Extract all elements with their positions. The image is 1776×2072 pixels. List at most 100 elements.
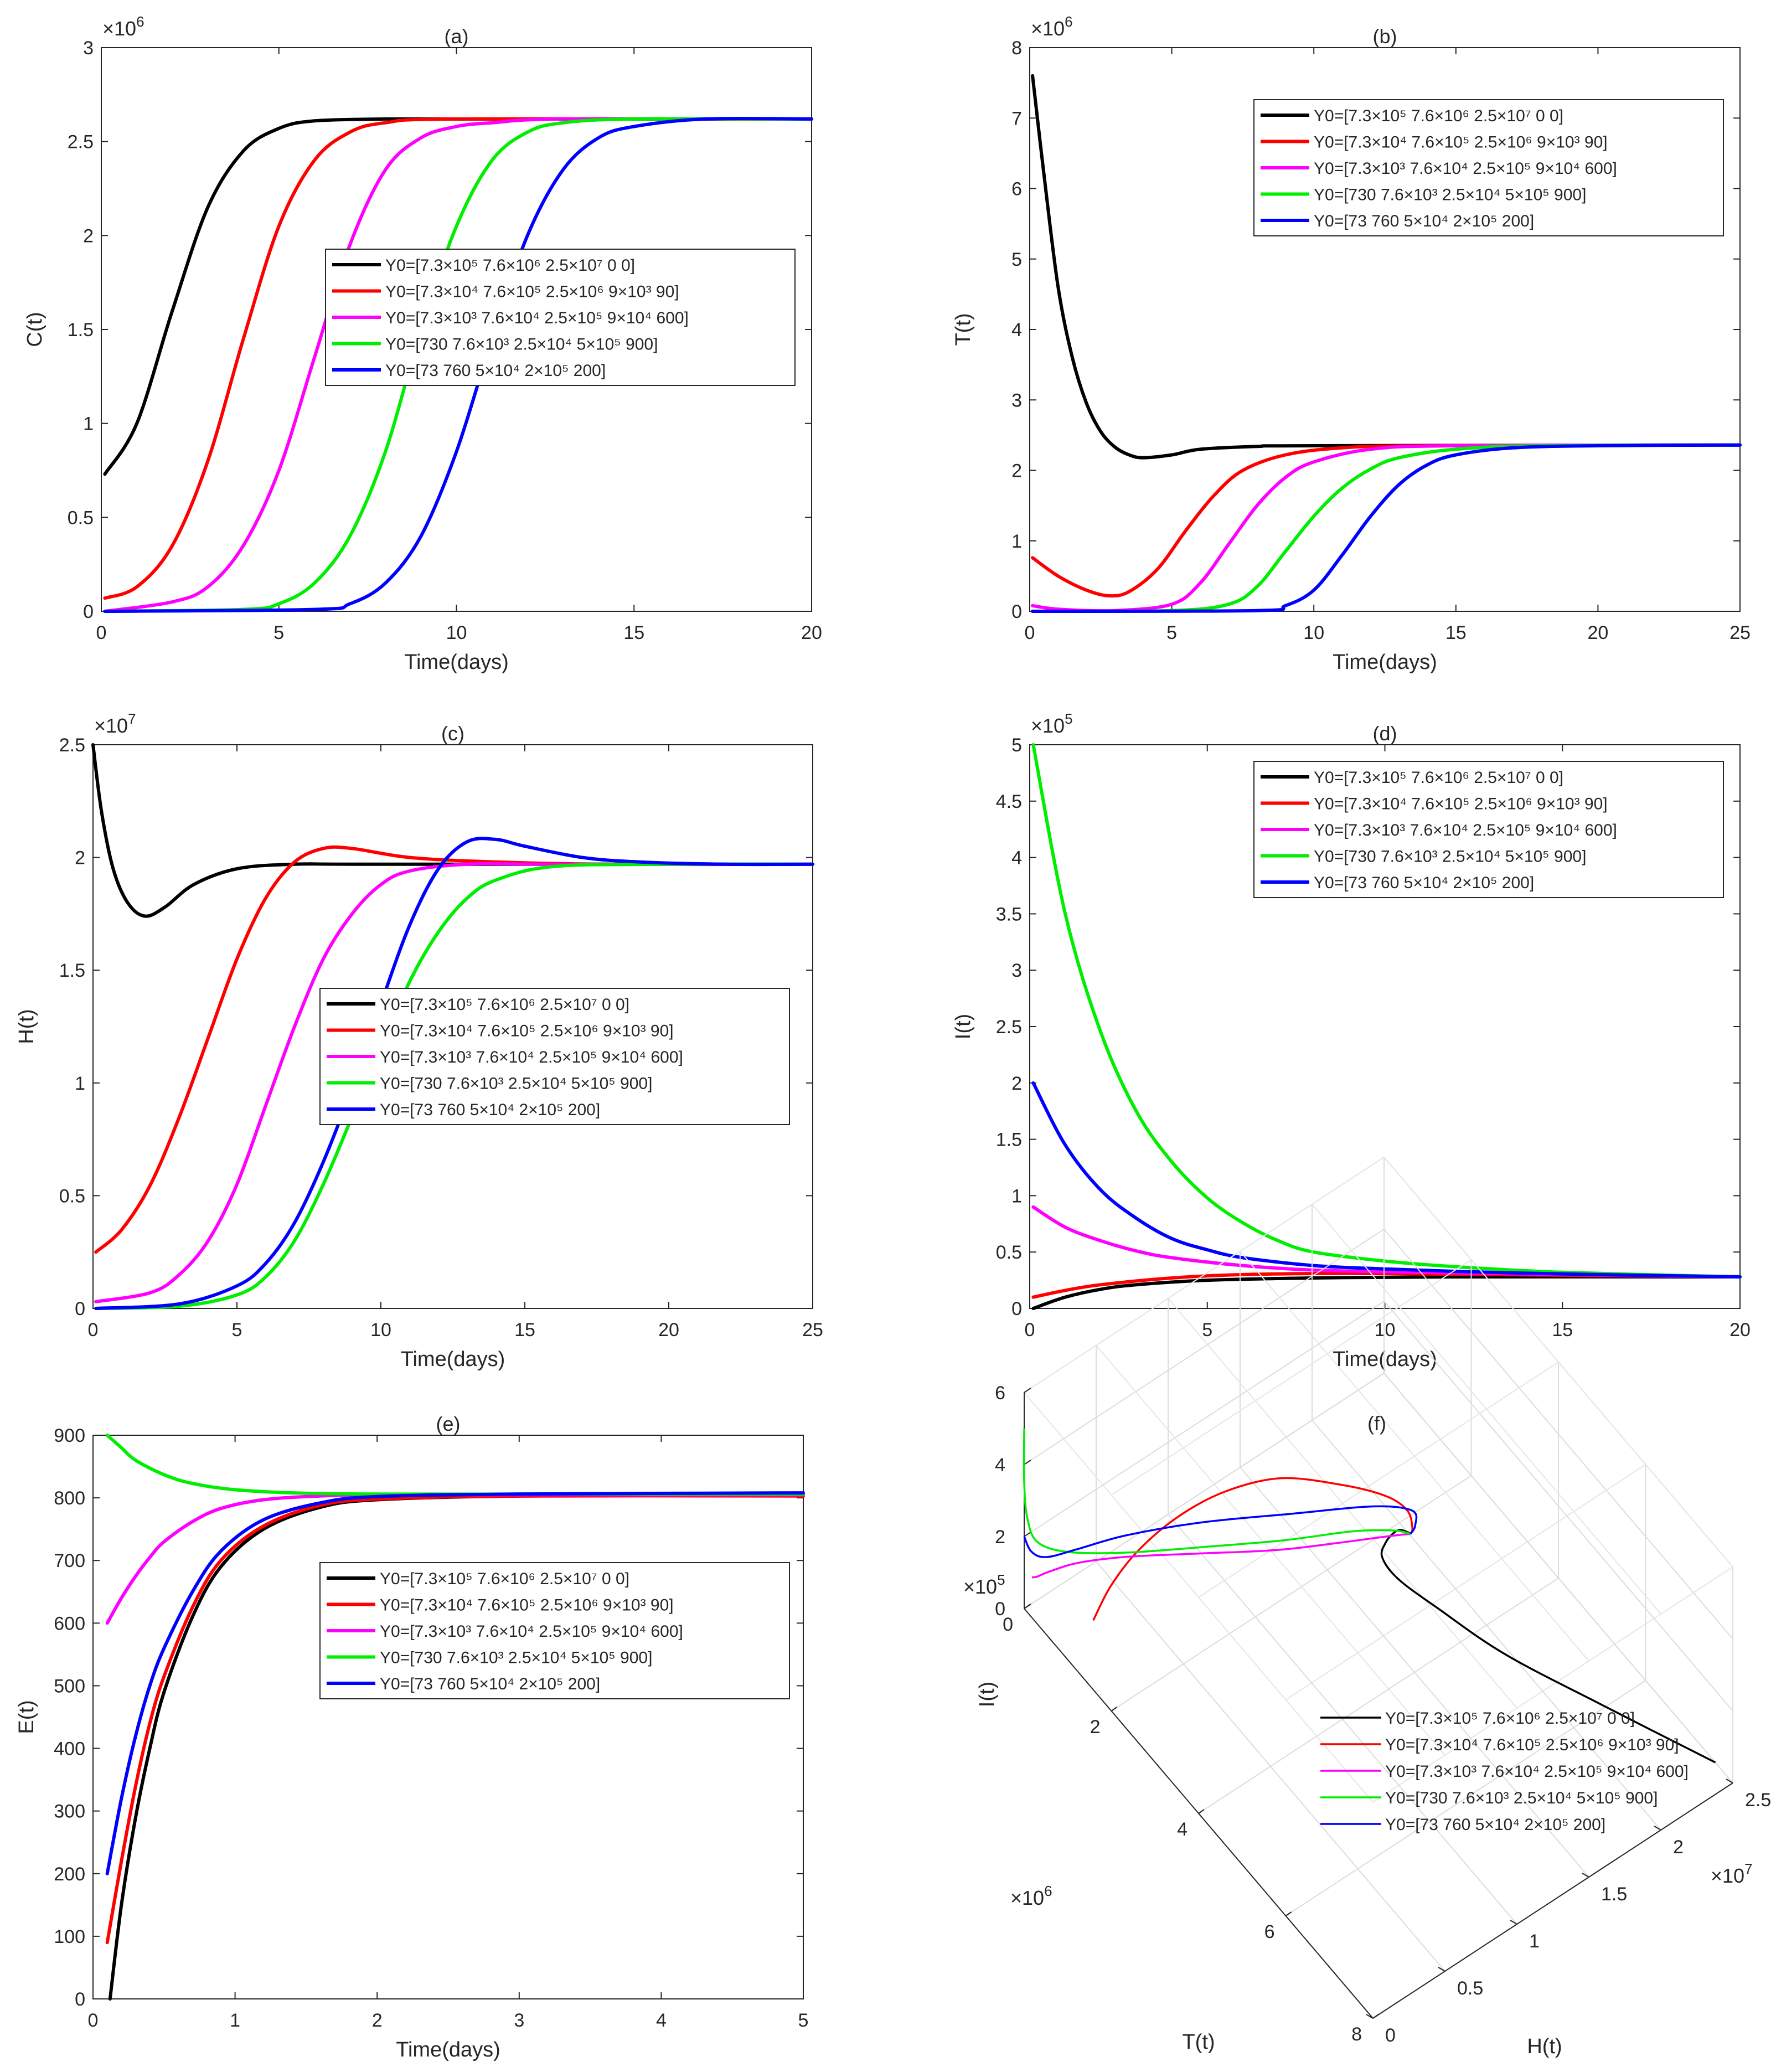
y-tick-label: 800 [54, 1488, 85, 1509]
y-tick-label: 700 [54, 1550, 85, 1571]
x-tick-label: 5 [1166, 622, 1177, 643]
legend: Y0=[7.3×10⁵ 7.6×10⁶ 2.5×10⁷ 0 0] Y0=[7.3×… [1253, 761, 1724, 898]
i-tick-mark [1024, 1532, 1031, 1537]
t-tick-label: 2 [1090, 1717, 1101, 1738]
h-tick-label: 2.5 [1745, 1790, 1771, 1811]
y-exponent-label: ×105 [1031, 710, 1073, 737]
grid-line [1096, 1561, 1445, 1972]
series-line-4 [1031, 743, 1742, 1279]
y-tick-label: 2 [1011, 1073, 1022, 1094]
y-tick-label: 1 [75, 1073, 85, 1094]
legend-label-3: Y0=[7.3×10³ 7.6×10⁴ 2.5×10⁵ 9×10⁴ 600] [1314, 821, 1617, 839]
grid-line [1024, 1156, 1385, 1393]
legend-label-3: Y0=[7.3×10³ 7.6×10⁴ 2.5×10⁵ 9×10⁴ 600] [1314, 159, 1617, 178]
legend: Y0=[7.3×10⁵ 7.6×10⁶ 2.5×10⁷ 0 0] Y0=[7.3×… [325, 249, 796, 386]
y-tick-label: 2.5 [996, 1017, 1022, 1038]
y-tick-label: 0 [1011, 601, 1022, 622]
x-tick-label: 15 [514, 1320, 535, 1341]
legend-label-5: Y0=[73 760 5×10⁴ 2×10⁵ 200] [1314, 874, 1534, 892]
y-axis-label: C(t) [23, 312, 47, 347]
legend-label-1: Y0=[7.3×10⁵ 7.6×10⁶ 2.5×10⁷ 0 0] [1314, 107, 1563, 125]
legend: Y0=[7.3×10⁵ 7.6×10⁶ 2.5×10⁷ 0 0] Y0=[7.3×… [1320, 1709, 1689, 1834]
grid-line [1312, 1420, 1661, 1831]
x-tick-label: 5 [232, 1320, 242, 1341]
legend-label-1: Y0=[7.3×10⁵ 7.6×10⁶ 2.5×10⁷ 0 0] [380, 1570, 629, 1588]
legend-label-5: Y0=[73 760 5×10⁴ 2×10⁵ 200] [1385, 1816, 1605, 1834]
t-tick-label: 0 [1003, 1614, 1013, 1635]
y-axis-label: E(t) [15, 1700, 38, 1734]
chart-title: (f) [1367, 1412, 1386, 1435]
i-tick-label: 2 [995, 1527, 1005, 1548]
legend-label-1: Y0=[7.3×10⁵ 7.6×10⁶ 2.5×10⁷ 0 0] [380, 996, 629, 1014]
y-tick-label: 3.5 [996, 904, 1022, 925]
chart-panel-d: 0 5 10 15 20 0 0.5 1 1.5 2 2.5 3 3.5 4 4.5 5 (d) Time(day… [952, 710, 1751, 1371]
legend-label-2: Y0=[7.3×10⁴ 7.6×10⁵ 2.5×10⁶ 9×10³ 90] [385, 283, 679, 301]
grid-line [1285, 1463, 1646, 1700]
y-tick-label: 2 [1011, 461, 1022, 482]
grid-line [1111, 1475, 1472, 1712]
legend-label-4: Y0=[730 7.6×10³ 2.5×10⁴ 5×10⁵ 900] [1314, 848, 1586, 866]
h-tick-mark [1510, 1920, 1517, 1925]
series-line-5 [105, 1491, 805, 1875]
chart-panel-b: 0 5 10 15 20 25 0 1 2 3 4 5 6 7 8 (b) Time(days) T(t) ×106… [952, 13, 1751, 674]
legend-box [325, 249, 796, 386]
legend-label-4: Y0=[730 7.6×10³ 2.5×10⁴ 5×10⁵ 900] [1385, 1789, 1658, 1807]
x-axis-label: Time(days) [401, 1348, 505, 1371]
x-tick-label: 0 [96, 622, 107, 643]
y-tick-label: 3 [1011, 390, 1022, 411]
y-tick-label: 2.5 [68, 132, 94, 153]
t-tick-label: 8 [1351, 2024, 1362, 2045]
i-axis-label: I(t) [975, 1682, 999, 1707]
x-tick-label: 10 [446, 622, 467, 643]
legend-box [1253, 761, 1724, 898]
y-tick-label: 6 [1011, 179, 1022, 200]
x-tick-label: 20 [1729, 1320, 1751, 1341]
x-tick-label: 0 [1025, 1320, 1035, 1341]
x-tick-label: 15 [1445, 622, 1467, 643]
x-tick-label: 15 [1552, 1320, 1573, 1341]
x-axis-label: Time(days) [396, 2038, 500, 2061]
grid-line [1383, 1157, 1733, 1568]
y-tick-label: 100 [54, 1926, 85, 1947]
x-tick-label: 10 [1375, 1320, 1396, 1341]
h-tick-mark [1726, 1779, 1733, 1784]
legend-box [319, 988, 790, 1125]
x-tick-label: 20 [1587, 622, 1608, 643]
y-tick-label: 500 [54, 1676, 85, 1697]
legend: Y0=[7.3×10⁵ 7.6×10⁶ 2.5×10⁷ 0 0] Y0=[7.3×… [319, 1562, 790, 1699]
t-tick-mark [1111, 1707, 1118, 1712]
legend-label-3: Y0=[7.3×10³ 7.6×10⁴ 2.5×10⁵ 9×10⁴ 600] [1385, 1762, 1689, 1781]
y-tick-label: 900 [54, 1425, 85, 1446]
y-tick-label: 2 [75, 848, 85, 869]
y-exponent-label: ×107 [94, 710, 136, 737]
x-tick-label: 20 [658, 1320, 679, 1341]
t-tick-label: 6 [1264, 1921, 1275, 1942]
i-tick-label: 0 [995, 1599, 1005, 1620]
y-axis-label: H(t) [15, 1009, 38, 1044]
legend: Y0=[7.3×10⁵ 7.6×10⁶ 2.5×10⁷ 0 0] Y0=[7.3×… [319, 988, 790, 1125]
series-line-5 [1023, 1505, 1418, 1558]
legend-label-2: Y0=[7.3×10⁴ 7.6×10⁵ 2.5×10⁶ 9×10³ 90] [1314, 133, 1608, 152]
grid-line [1285, 1680, 1646, 1916]
y-tick-label: 5 [1011, 249, 1022, 270]
y-tick-label: 3 [83, 38, 94, 59]
series-line-1 [1380, 1529, 1716, 1764]
y-tick-label: 200 [54, 1864, 85, 1885]
grid-line [1312, 1204, 1661, 1615]
grid-line [1383, 1301, 1733, 1712]
x-tick-label: 25 [1729, 622, 1751, 643]
y-tick-label: 0.5 [996, 1242, 1022, 1263]
legend-label-4: Y0=[730 7.6×10³ 2.5×10⁴ 5×10⁵ 900] [380, 1649, 652, 1667]
y-exponent-label: ×106 [102, 13, 144, 40]
y-axis-label: I(t) [952, 1014, 975, 1039]
h-tick-label: 2 [1673, 1837, 1684, 1858]
x-tick-label: 20 [801, 622, 822, 643]
h-tick-label: 0.5 [1457, 1978, 1483, 1999]
legend-label-4: Y0=[730 7.6×10³ 2.5×10⁴ 5×10⁵ 900] [385, 336, 658, 354]
chart-title: (e) [436, 1413, 461, 1435]
legend-label-2: Y0=[7.3×10⁴ 7.6×10⁵ 2.5×10⁶ 9×10³ 90] [1385, 1736, 1679, 1754]
legend-label-2: Y0=[7.3×10⁴ 7.6×10⁵ 2.5×10⁶ 9×10³ 90] [380, 1596, 674, 1615]
x-axis-label: Time(days) [1333, 651, 1437, 674]
i-exponent-label: ×105 [963, 1571, 1005, 1598]
